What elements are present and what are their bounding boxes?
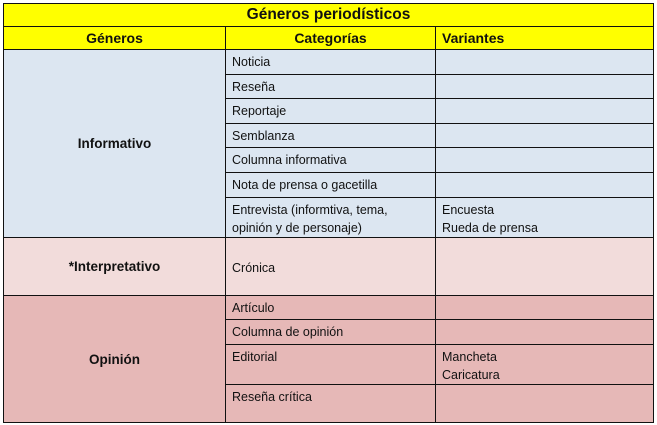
category-cell: Semblanza xyxy=(225,123,436,148)
variant-line: Rueda de prensa xyxy=(442,221,538,235)
variant-cell xyxy=(435,295,654,320)
header-genres: Géneros xyxy=(3,26,226,50)
category-cell: Columna informativa xyxy=(225,147,436,173)
category-cell: Entrevista (informtiva, tema, opinión y … xyxy=(225,197,436,238)
variant-line: Mancheta xyxy=(442,350,497,364)
table-title: Géneros periodísticos xyxy=(3,3,654,27)
variant-cell: Mancheta Caricatura xyxy=(435,344,654,385)
variant-cell xyxy=(435,123,654,148)
variant-line: Encuesta xyxy=(442,203,495,217)
header-categories: Categorías xyxy=(225,26,436,50)
genre-interpretativo: *Interpretativo xyxy=(3,237,226,296)
category-cell: Noticia xyxy=(225,49,436,75)
variant-cell: Encuesta Rueda de prensa xyxy=(435,197,654,238)
variant-cell xyxy=(435,147,654,173)
category-line: Entrevista (informtiva, tema, xyxy=(232,203,388,217)
variant-cell xyxy=(435,49,654,75)
category-cell: Crónica xyxy=(225,237,436,296)
header-variants: Variantes xyxy=(435,26,654,50)
genres-table: Géneros periodísticos Géneros Categorías… xyxy=(3,3,654,423)
category-cell: Reseña xyxy=(225,74,436,99)
category-cell: Columna de opinión xyxy=(225,319,436,345)
variant-cell xyxy=(435,98,654,124)
category-cell: Editorial xyxy=(225,344,436,385)
category-cell: Reportaje xyxy=(225,98,436,124)
genre-informativo: Informativo xyxy=(3,49,226,238)
variant-cell xyxy=(435,74,654,99)
variant-cell xyxy=(435,319,654,345)
category-cell: Artículo xyxy=(225,295,436,320)
category-cell: Nota de prensa o gacetilla xyxy=(225,172,436,198)
variant-cell xyxy=(435,237,654,296)
genre-opinion: Opinión xyxy=(3,295,226,423)
category-line: opinión y de personaje) xyxy=(232,221,362,235)
variant-cell xyxy=(435,384,654,423)
variant-line: Caricatura xyxy=(442,368,500,382)
variant-cell xyxy=(435,172,654,198)
category-cell: Reseña crítica xyxy=(225,384,436,423)
